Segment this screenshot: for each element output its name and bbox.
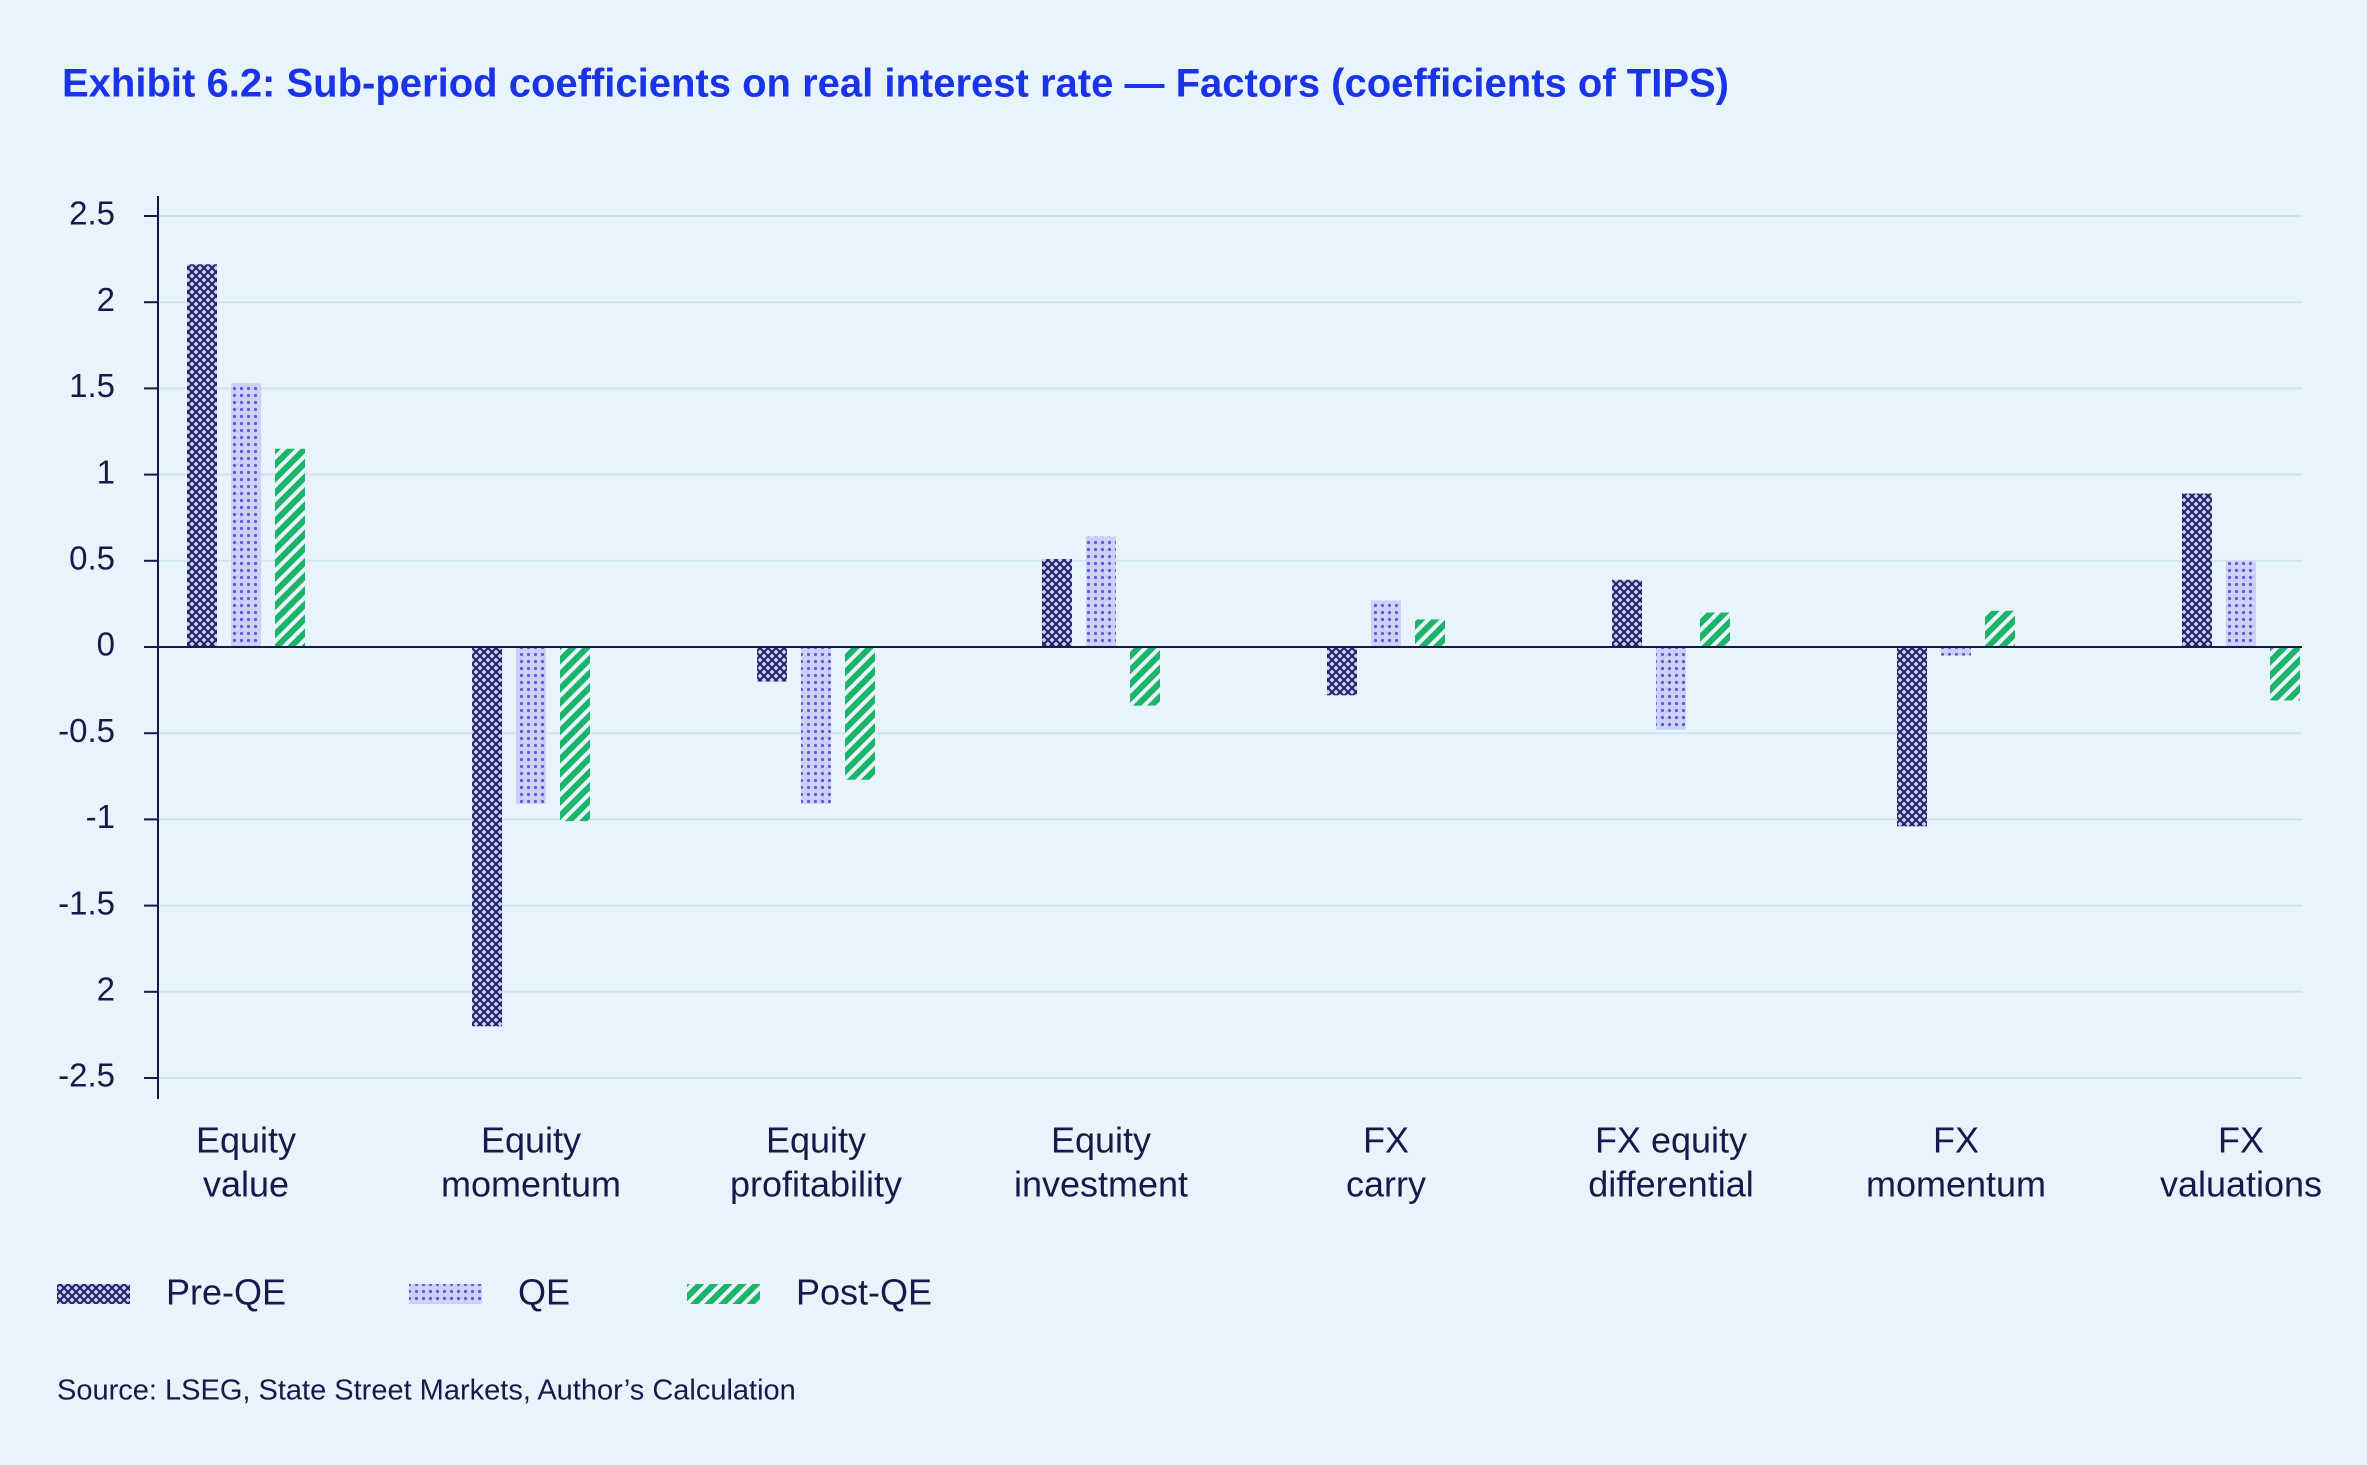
bar [1700, 612, 1730, 647]
x-tick-label: Equity [766, 1120, 866, 1161]
bar [2182, 493, 2212, 647]
x-tick-label: momentum [1866, 1164, 2046, 1205]
x-tick-label: valuations [2160, 1164, 2322, 1205]
bar [2270, 647, 2300, 701]
x-tick-label: differential [1588, 1164, 1753, 1205]
bar [1130, 647, 1160, 706]
x-tick-label: carry [1346, 1164, 1426, 1205]
bar [1656, 647, 1686, 730]
bar [845, 647, 875, 780]
y-tick-label: -2.5 [58, 1057, 115, 1094]
x-tick-label: momentum [441, 1164, 621, 1205]
x-tick-label: value [203, 1164, 289, 1205]
x-tick-label: Equity [481, 1120, 581, 1161]
y-tick-label: 1 [97, 453, 115, 490]
legend-label: QE [518, 1272, 570, 1313]
y-tick-label: 1.5 [69, 367, 115, 404]
x-tick-label: FX [2218, 1120, 2264, 1161]
bar [1415, 619, 1445, 647]
bar [1941, 647, 1971, 656]
y-tick-label: 0.5 [69, 540, 115, 577]
bar [1897, 647, 1927, 827]
chart-title: Exhibit 6.2: Sub-period coefficients on … [62, 62, 1729, 106]
y-tick-label: 2 [97, 971, 115, 1008]
x-tick-label: FX equity [1595, 1120, 1747, 1161]
legend-label: Post-QE [796, 1272, 932, 1313]
bar [2226, 560, 2256, 647]
y-tick-label: -1 [86, 798, 115, 835]
y-tick-label: 2.5 [69, 195, 115, 232]
bar [1086, 536, 1116, 647]
x-tick-label: FX [1363, 1120, 1409, 1161]
x-tick-label: profitability [730, 1164, 902, 1205]
y-tick-label: 0 [97, 626, 115, 663]
source-note: Source: LSEG, State Street Markets, Auth… [57, 1375, 796, 1407]
bar [560, 647, 590, 822]
bar [516, 647, 546, 804]
bar [275, 448, 305, 647]
legend-swatch [687, 1284, 760, 1304]
x-tick-label: investment [1014, 1164, 1188, 1205]
y-tick-label: -0.5 [58, 712, 115, 749]
bar [472, 647, 502, 1027]
legend-swatch [57, 1284, 130, 1304]
y-tick-label: -1.5 [58, 884, 115, 921]
y-tick-label: 2 [97, 281, 115, 318]
bar [1612, 579, 1642, 647]
bar [1042, 559, 1072, 647]
x-tick-label: FX [1933, 1120, 1979, 1161]
bar [1985, 610, 2015, 647]
x-tick-label: Equity [196, 1120, 296, 1161]
legend-swatch [409, 1284, 482, 1304]
bar [231, 383, 261, 647]
bar [187, 264, 217, 647]
legend-label: Pre-QE [166, 1272, 286, 1313]
bar [801, 647, 831, 804]
bar [1327, 647, 1357, 696]
bar [757, 647, 787, 682]
x-tick-label: Equity [1051, 1120, 1151, 1161]
bar [1371, 600, 1401, 647]
